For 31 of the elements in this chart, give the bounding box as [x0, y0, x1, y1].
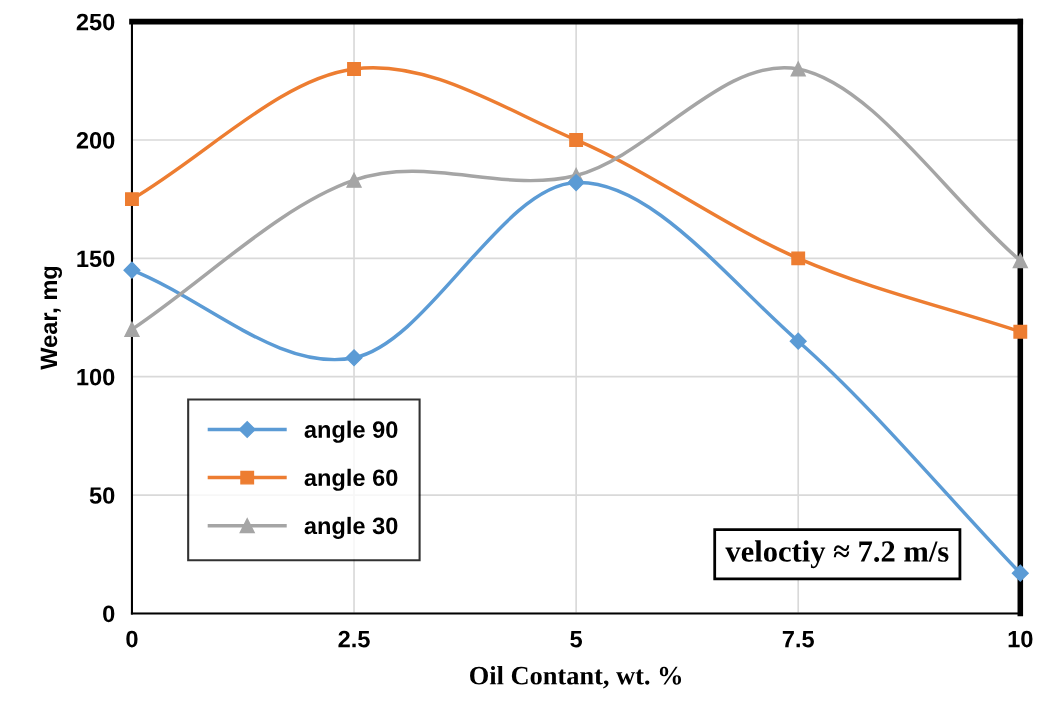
- point: [1012, 253, 1028, 269]
- y-axis-title: Wear, mg: [40, 266, 63, 370]
- point: [791, 251, 806, 266]
- legend-label: angle 30: [304, 516, 398, 539]
- x-tick-label: 5: [570, 630, 583, 648]
- point: [125, 192, 139, 207]
- point: [345, 349, 363, 367]
- annotation: veloctiy ≈ 7.2 m/s: [725, 540, 949, 569]
- legend-label: angle 60: [304, 468, 398, 491]
- y-tick-label: 0: [103, 605, 115, 623]
- point: [124, 321, 140, 337]
- point: [567, 174, 585, 192]
- y-tick-label: 250: [76, 13, 115, 31]
- y-tick-label: 50: [89, 487, 115, 504]
- y-tick-label: 100: [77, 368, 115, 386]
- point: [790, 61, 806, 77]
- x-axis-title: Oil Contant, wt. %: [470, 666, 682, 689]
- point: [789, 332, 807, 350]
- point: [123, 261, 141, 279]
- point: [1011, 564, 1029, 582]
- x-tick-label: 2.5: [338, 630, 370, 648]
- x-tick-label: 0: [126, 630, 138, 648]
- y-tick-label: 200: [76, 132, 115, 149]
- x-tick-label: 7.5: [782, 630, 814, 648]
- point: [569, 133, 584, 147]
- point: [1013, 324, 1028, 339]
- x-tick-label: 10: [1008, 630, 1033, 648]
- legend-label: angle 90: [304, 420, 398, 443]
- point: [347, 62, 361, 76]
- y-tick-label: 150: [77, 250, 115, 268]
- point: [346, 172, 362, 188]
